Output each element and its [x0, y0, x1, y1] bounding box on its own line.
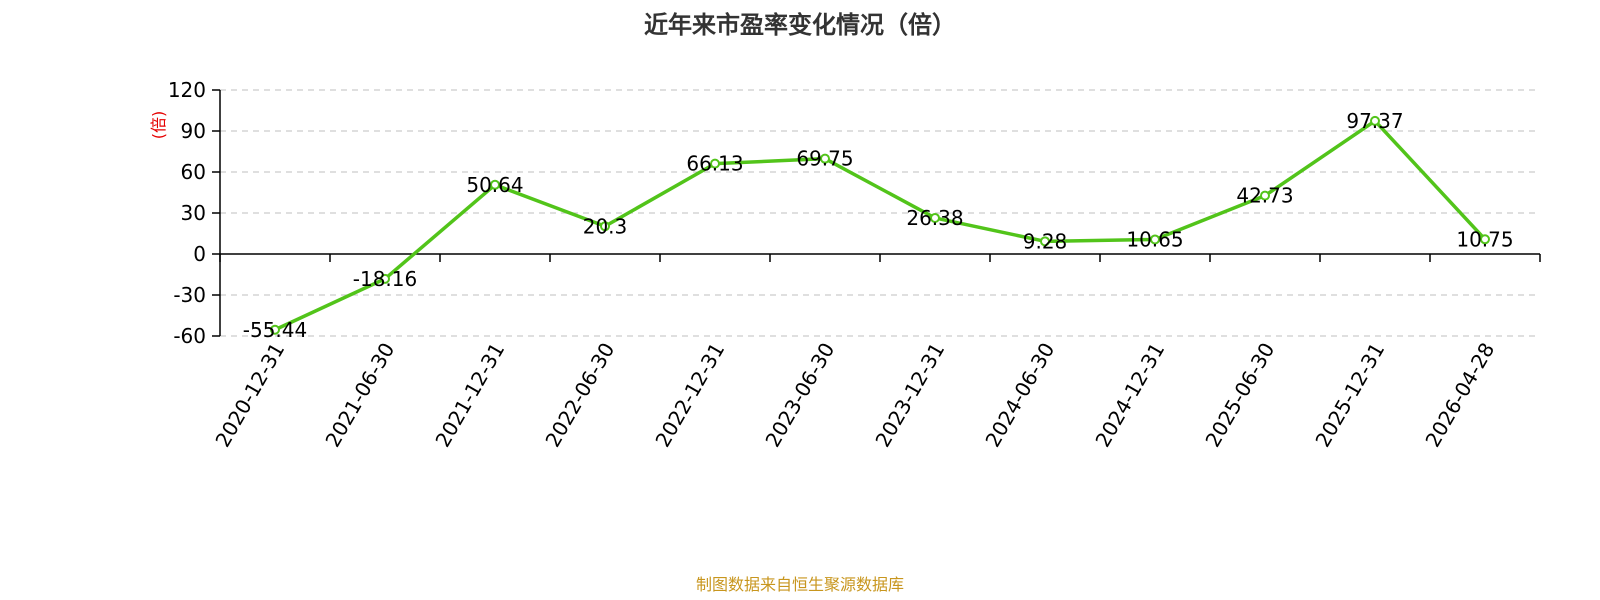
x-tick-label: 2021-06-30	[320, 339, 399, 452]
x-tick-label: 2021-12-31	[430, 339, 509, 452]
x-tick-label: 2025-06-30	[1200, 339, 1279, 452]
data-point	[1370, 115, 1380, 126]
gridlines	[220, 89, 1540, 337]
x-tick-label: 2023-12-31	[870, 339, 949, 452]
x-tick-label: 2020-12-31	[210, 339, 289, 452]
x-tick-label: 2025-12-31	[1310, 339, 1389, 452]
y-tick-label: 30	[181, 201, 206, 225]
x-tick-label: 2024-06-30	[980, 339, 1059, 452]
x-tick-labels: 2020-12-31 2021-06-30 2021-12-31 2022-06-30…	[210, 339, 1499, 452]
chart-title: 近年来市盈率变化情况（倍）	[644, 11, 956, 39]
y-tick-label: 120	[168, 78, 206, 102]
data-label: 26.38	[906, 206, 963, 230]
data-point	[1260, 190, 1270, 201]
x-tick-label: 2023-06-30	[760, 339, 839, 452]
data-label: 42.73	[1236, 184, 1293, 208]
y-tick-label: -30	[173, 283, 206, 307]
data-point	[270, 324, 280, 335]
series-pe-ratio	[270, 115, 1490, 335]
data-label: 69.75	[796, 147, 853, 171]
x-tick-label: 2022-12-31	[650, 339, 729, 452]
data-point	[930, 212, 940, 223]
data-label: 9.28	[1023, 229, 1068, 253]
data-labels: -55.44 -18.16 50.64 20.3 66.13 69.75 26.38 9.28…	[243, 109, 1514, 342]
data-label: -55.44	[243, 318, 307, 342]
y-tick-label: 0	[193, 242, 206, 266]
x-tick-label: 2022-06-30	[540, 339, 619, 452]
data-point	[710, 158, 720, 169]
x-tick-label: 2024-12-31	[1090, 339, 1169, 452]
data-point	[380, 273, 390, 284]
data-point	[490, 179, 500, 190]
data-label: 50.64	[466, 173, 523, 197]
data-label: 97.37	[1346, 109, 1403, 133]
data-label: -18.16	[353, 267, 417, 291]
data-point	[1480, 234, 1490, 245]
data-source-note: 制图数据来自恒生聚源数据库	[696, 575, 904, 594]
data-label: 66.13	[686, 152, 743, 176]
y-tick-labels: 120 90 60 30 0 -30 -60	[168, 78, 206, 348]
y-axis-unit-label: (倍)	[149, 111, 168, 140]
data-label: 10.65	[1126, 227, 1183, 251]
data-label: 10.75	[1456, 227, 1513, 251]
data-point	[1040, 236, 1050, 247]
axes	[212, 89, 1541, 337]
data-label: 20.3	[583, 214, 628, 238]
data-point	[600, 221, 610, 232]
y-tick-label: -60	[173, 324, 206, 348]
x-tick-label: 2026-04-28	[1420, 339, 1499, 452]
y-tick-label: 60	[181, 160, 206, 184]
data-point	[820, 153, 830, 164]
data-point	[1150, 234, 1160, 245]
y-tick-label: 90	[181, 119, 206, 143]
series-line	[273, 119, 1487, 332]
